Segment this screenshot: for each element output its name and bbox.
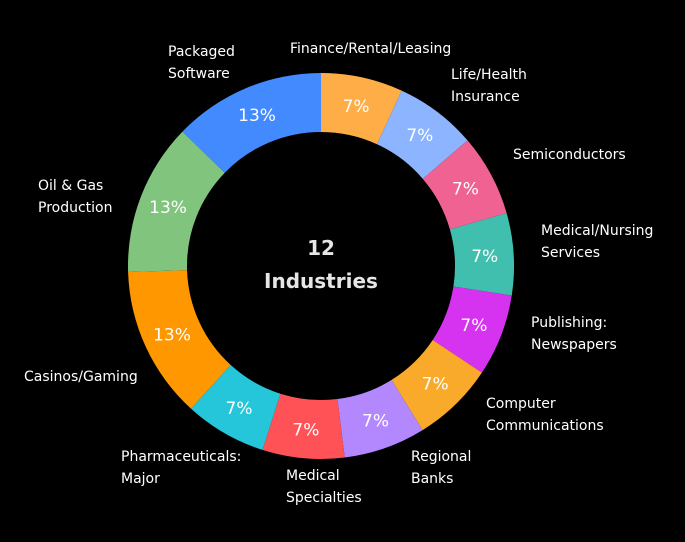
slice-percentage-label: 7%: [406, 126, 433, 146]
donut-slice: [128, 131, 225, 272]
donut-slice: [182, 73, 321, 173]
donut-slice: [262, 393, 345, 460]
slice-percentage-label: 13%: [238, 106, 276, 126]
donut-slices: [128, 73, 514, 460]
slice-percentage-label: 7%: [422, 375, 449, 395]
slice-percentage-label: 7%: [343, 97, 370, 117]
donut-slice: [337, 379, 423, 458]
category-label: Pharmaceuticals: Major: [121, 449, 241, 487]
donut-slice: [190, 365, 281, 450]
category-label: Regional Banks: [411, 449, 471, 487]
donut-slice: [391, 340, 482, 431]
slice-percentage-label: 7%: [362, 412, 389, 432]
donut-slice: [422, 140, 507, 230]
category-label: Semiconductors: [513, 147, 626, 163]
category-label: Computer Communications: [486, 396, 604, 434]
donut-slice: [321, 73, 402, 145]
slice-percentage-label: 7%: [471, 247, 498, 267]
slice-percentage-label: 7%: [460, 316, 487, 336]
slice-percentage-label: 7%: [292, 420, 319, 440]
donut-slice: [432, 286, 512, 373]
category-label: Finance/Rental/Leasing: [290, 41, 451, 57]
slice-percentage-label: 13%: [149, 198, 187, 218]
slice-percentage-label: 7%: [452, 179, 479, 199]
slice-percentage-label: 7%: [226, 399, 253, 419]
category-label: Life/Health Insurance: [451, 67, 527, 105]
category-label: Medical Specialties: [286, 468, 362, 506]
category-label: Publishing: Newspapers: [531, 315, 617, 353]
center-caption: Industries: [264, 269, 378, 293]
percentage-labels: 7% 7% 7% 7% 7% 7% 7% 7% 7% 13% 13% 13%: [149, 97, 498, 441]
donut-slice: [377, 90, 468, 179]
donut-slice: [128, 270, 231, 409]
category-label: Medical/Nursing Services: [541, 223, 653, 261]
slice-percentage-label: 13%: [153, 326, 191, 346]
category-label: Oil & Gas Production: [38, 178, 112, 216]
center-count: 12: [307, 236, 335, 260]
category-label: Packaged Software: [168, 44, 235, 82]
donut-slice: [449, 213, 514, 296]
category-label: Casinos/Gaming: [24, 369, 138, 385]
